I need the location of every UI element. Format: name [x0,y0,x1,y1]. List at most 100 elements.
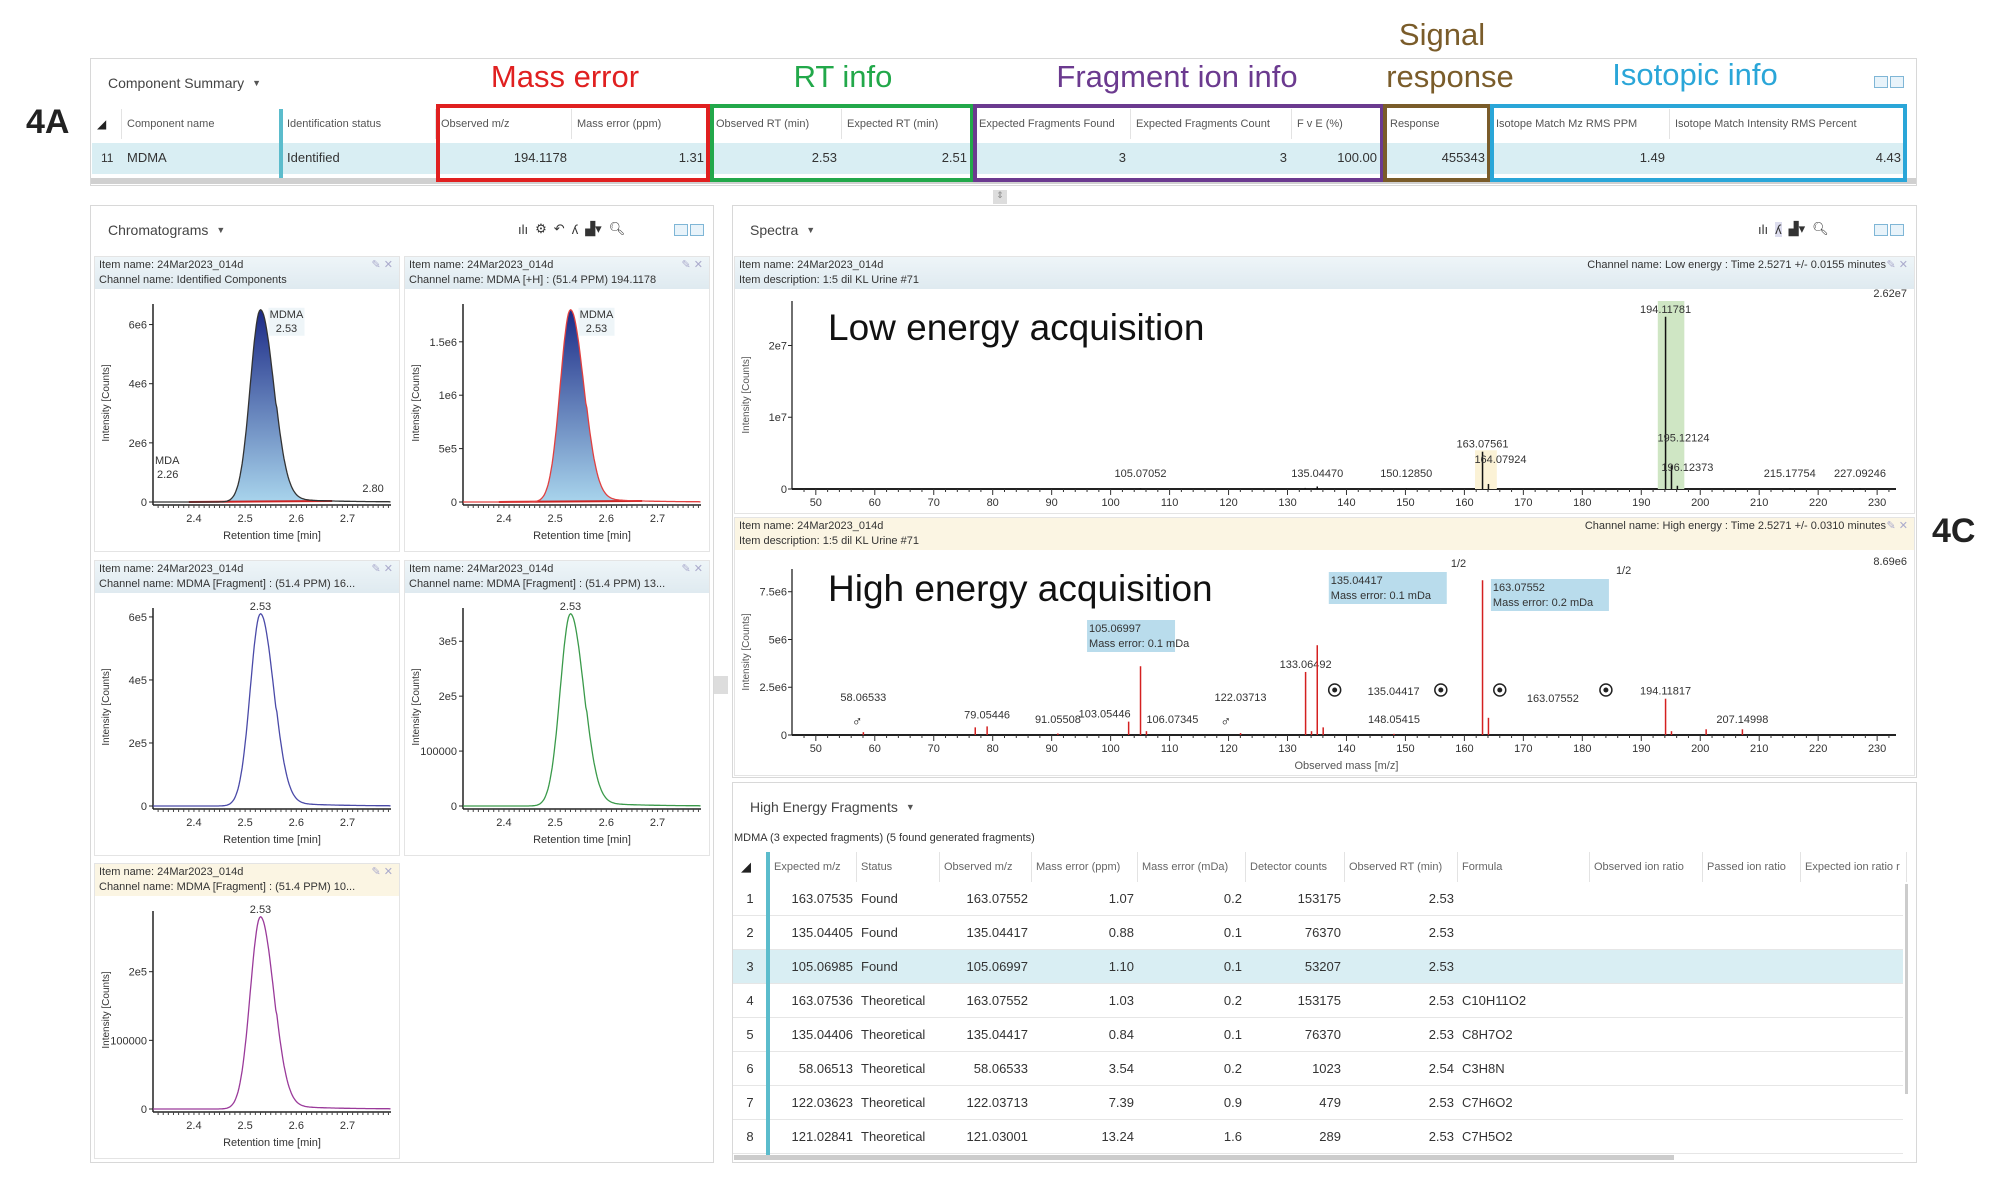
column-header[interactable]: Observed m/z [436,109,572,139]
column-header[interactable]: Expected ion ratio r [1801,852,1907,882]
x-tick-label: 210 [1750,743,1768,755]
signal-label: Signal [1398,17,1486,52]
y-tick-label: 100000 [420,746,457,758]
table-cell: 0.2 [1223,891,1242,906]
minimize-icon[interactable] [1874,224,1888,236]
column-header[interactable]: Expected Fragments Count [1131,109,1292,139]
minimize-icon[interactable] [1874,76,1888,88]
minimize-icon[interactable] [674,224,688,236]
x-tick-label: 120 [1219,743,1237,755]
table-cell: Theoretical [861,993,926,1008]
pick-peak-icon[interactable]: ʎ [571,221,579,237]
zoom-icon[interactable]: 🔍︎ [1812,221,1829,236]
peak-mz-label: 58.06533 [840,692,886,704]
circle-target-icon[interactable] [1327,683,1342,697]
table-cell: 2.51 [941,150,967,165]
chromatogram-header: Item name: 24Mar2023_014d Channel name: I… [95,257,399,289]
table-row[interactable]: 6 58.06513 Theoretical 58.06533 3.54 0.2 1023 2… [733,1052,1903,1086]
chromatogram-chart[interactable]: 2.4 2.5 2.6 2.7 0 100000 2e5 Retention time [mi… [95,897,401,1159]
column-header[interactable]: Status [857,852,940,882]
column-header[interactable]: Detector counts [1246,852,1345,882]
vertical-scrollbar[interactable] [1905,884,1908,1094]
column-header[interactable]: Observed RT (min) [711,109,842,139]
chart-options-icon[interactable]: ▟▾ [1788,221,1806,236]
pin-close-icon[interactable]: ✎ ✕ [1886,259,1909,271]
pin-close-icon[interactable]: ✎ ✕ [371,563,394,575]
column-header[interactable]: Identification status [282,109,436,139]
structure-icon[interactable]: ♂ [852,713,863,729]
y-tick-label: 1.5e6 [429,337,457,349]
settings-icon[interactable]: ⚙ [535,221,547,236]
peak-icon[interactable]: ılı [1758,221,1769,237]
chromatogram-chart[interactable]: 2.4 2.5 2.6 2.7 0 2e6 4e6 6e6 Retention time [mi… [95,290,401,552]
zoom-icon[interactable]: 🔍︎ [608,221,626,236]
table-row[interactable]: 7 122.03623 Theoretical 122.03713 7.39 0.9 479… [733,1086,1903,1120]
horizontal-scrollbar[interactable] [734,1155,1674,1160]
chromatogram-chart[interactable]: 2.4 2.5 2.6 2.7 0 5e5 1e6 1.5e6 Retention time [… [405,290,711,552]
fragment-annotation[interactable] [1328,572,1447,604]
column-header[interactable]: Mass error (ppm) [1032,852,1138,882]
maximize-icon[interactable] [1890,76,1904,88]
fragment-annotation[interactable] [1490,579,1609,611]
x-tick-label: 140 [1337,497,1355,509]
column-header[interactable]: Formula [1458,852,1590,882]
sort-corner-icon[interactable]: ◢ [737,852,767,882]
pin-close-icon[interactable]: ✎ ✕ [681,259,704,271]
splitter-handle[interactable] [714,676,728,694]
table-cell [1458,950,1590,984]
low-energy-chart[interactable]: 2.62e7 50 60 70 80 90 100 110 120 130 140 150 160 170… [735,289,1916,515]
table-row[interactable]: 5 135.04406 Theoretical 135.04417 0.84 0.1 763… [733,1018,1903,1052]
spectra-dropdown[interactable]: Spectra ▼ [750,222,815,238]
splitter-handle[interactable]: ⇕ [993,190,1007,204]
pin-close-icon[interactable]: ✎ ✕ [1886,520,1909,532]
pin-close-icon[interactable]: ✎ ✕ [681,563,704,575]
fragments-dropdown[interactable]: High Energy Fragments ▼ [750,799,915,815]
maximize-icon[interactable] [690,224,704,236]
column-header[interactable]: Component name [122,109,280,139]
circle-target-icon[interactable] [1434,683,1448,697]
table-row[interactable]: 8 121.02841 Theoretical 121.03001 13.24 1.6 28… [733,1120,1903,1154]
chart-options-icon[interactable]: ▟▾ [585,221,602,236]
x-tick-label: 2.5 [237,817,252,829]
undo-icon[interactable]: ↶ [553,221,565,236]
chromatogram-header: Item name: 24Mar2023_014d Channel name: M… [95,561,399,593]
column-header[interactable]: Observed m/z [940,852,1032,882]
peak-mz-label: 215.17754 [1764,468,1816,480]
high-energy-overlay-title: High energy acquisition [828,568,1213,609]
fragment-ion-info-label: Fragment ion info [1056,59,1298,94]
x-tick-label: 100 [1101,743,1119,755]
chromatogram-chart[interactable]: 2.4 2.5 2.6 2.7 0 100000 2e5 3e5 Retention time … [405,594,711,856]
column-header[interactable]: Observed RT (min) [1345,852,1458,882]
column-header[interactable]: Observed ion ratio [1590,852,1703,882]
table-row[interactable] [92,143,1906,174]
chromatograms-dropdown[interactable]: Chromatograms ▼ [108,222,225,238]
circle-target-icon[interactable] [1599,683,1613,697]
pin-close-icon[interactable]: ✎ ✕ [371,259,394,271]
chromatogram-chart[interactable]: 2.4 2.5 2.6 2.7 0 2e5 4e5 6e5 Retention time [mi… [95,594,401,856]
peak-icon[interactable]: ılı [518,221,529,237]
x-tick-label: 100 [1101,497,1119,509]
y-axis-label: Intensity [Counts] [101,364,112,441]
table-row[interactable]: 3 105.06985 Found 105.06997 1.10 0.1 53207 2.53 [733,950,1903,984]
x-tick-label: 190 [1632,743,1650,755]
component-summary-dropdown[interactable]: Component Summary ▼ [108,75,261,91]
circle-target-icon[interactable] [1493,683,1507,697]
maximize-icon[interactable] [1890,224,1904,236]
table-cell: 121.03001 [966,1129,1028,1144]
pin-close-icon[interactable]: ✎ ✕ [371,866,394,878]
table-row[interactable]: 2 135.04405 Found 135.04417 0.88 0.1 76370 2.53 [733,916,1903,950]
column-header[interactable]: Mass error (mDa) [1138,852,1246,882]
pick-peak-icon[interactable]: ʎ [1775,221,1782,237]
high-energy-chart[interactable]: 8.69e6 50 60 70 80 90 100 110 120 130 140 150 160 170… [735,550,1916,777]
structure-icon[interactable]: ♂ [1220,713,1231,729]
column-header[interactable]: Passed ion ratio [1703,852,1801,882]
fragment-annotation[interactable] [1087,620,1176,652]
x-tick-label: 90 [1046,743,1058,755]
low-energy-header: Item name: 24Mar2023_014d Item descripti… [735,257,1914,289]
column-header[interactable]: Expected Fragments Found [974,109,1131,139]
column-header[interactable]: Isotope Match Mz RMS PPM [1491,109,1670,139]
table-row[interactable]: 1 163.07535 Found 163.07552 1.07 0.2 153175 2.5… [733,882,1903,916]
table-row[interactable]: 4 163.07536 Theoretical 163.07552 1.03 0.2 153… [733,984,1903,1018]
sort-corner-icon[interactable]: ◢ [92,109,122,139]
column-header[interactable]: Expected m/z [770,852,857,882]
